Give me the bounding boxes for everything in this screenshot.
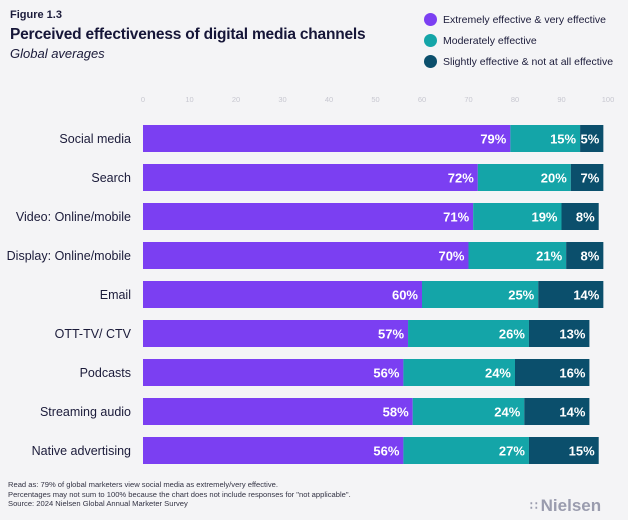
data-label: 24% (485, 366, 511, 381)
chart-subtitle: Global averages (10, 46, 105, 61)
bar-segment (412, 398, 525, 425)
nielsen-logo-text: Nielsen (540, 496, 602, 515)
category-label: Podcasts (80, 366, 131, 380)
x-tick-label: 20 (232, 95, 240, 104)
data-label: 8% (576, 210, 595, 225)
x-tick-label: 100 (602, 95, 615, 104)
x-tick-label: 0 (141, 95, 145, 104)
data-label: 13% (559, 327, 585, 342)
bar-segment (528, 320, 590, 347)
bar-segment (422, 281, 539, 308)
category-label: Email (100, 288, 131, 302)
data-label: 21% (536, 249, 562, 264)
data-label: 15% (550, 132, 576, 147)
legend-label-high: Extremely effective & very effective (443, 13, 607, 26)
data-label: 20% (541, 171, 567, 186)
category-label: Streaming audio (40, 405, 131, 419)
data-label: 15% (569, 444, 595, 459)
bar-segment (580, 125, 604, 152)
data-label: 71% (443, 210, 469, 225)
bar-segment (570, 164, 604, 191)
bar-segment (143, 242, 469, 269)
bar-segment (143, 125, 511, 152)
bar-segment (538, 281, 604, 308)
data-label: 14% (559, 405, 585, 420)
bar-segment (143, 359, 404, 386)
legend-swatch-high (424, 13, 437, 26)
footnote-read-as: Read as: 79% of global marketers view so… (8, 480, 278, 489)
x-tick-label: 90 (557, 95, 565, 104)
data-label: 8% (581, 249, 600, 264)
data-label: 24% (494, 405, 520, 420)
footnote-source: Source: 2024 Nielsen Global Annual Marke… (8, 499, 188, 508)
x-tick-label: 40 (325, 95, 333, 104)
data-label: 27% (499, 444, 525, 459)
nielsen-logo: ∷ Nielsen (530, 496, 601, 516)
legend-label-low: Slightly effective & not at all effectiv… (443, 55, 614, 68)
bar-segment (143, 281, 422, 308)
bar-segment (561, 203, 599, 230)
category-label: Search (91, 171, 131, 185)
bar-segment (143, 437, 404, 464)
legend-label-moderate: Moderately effective (443, 34, 537, 47)
bar-segment (403, 437, 529, 464)
x-tick-label: 50 (371, 95, 379, 104)
data-label: 60% (392, 288, 418, 303)
data-label: 58% (383, 405, 409, 420)
x-tick-label: 70 (464, 95, 472, 104)
data-label: 26% (499, 327, 525, 342)
data-label: 14% (573, 288, 599, 303)
footer-notes: Read as: 79% of global marketers view so… (8, 480, 351, 509)
footnote-percentages: Percentages may not sum to 100% because … (8, 489, 351, 499)
data-label: 57% (378, 327, 404, 342)
figure-label: Figure 1.3 (10, 9, 62, 21)
bar-segment (515, 359, 590, 386)
legend-swatch-low (424, 55, 437, 68)
bar-segment (143, 320, 409, 347)
x-tick-label: 30 (278, 95, 286, 104)
data-label: 5% (581, 132, 600, 147)
chart-title: Perceived effectiveness of digital media… (10, 26, 366, 43)
legend-item-moderate: Moderately effective (424, 30, 613, 51)
data-label: 19% (531, 210, 557, 225)
data-label: 79% (480, 132, 506, 147)
bar-segment (468, 242, 567, 269)
bar-segment (143, 398, 413, 425)
data-label: 72% (448, 171, 474, 186)
bar-segment (524, 398, 590, 425)
x-tick-label: 80 (511, 95, 519, 104)
bar-segment (510, 125, 581, 152)
category-label: Native advertising (32, 444, 131, 458)
data-label: 25% (508, 288, 534, 303)
legend-item-low: Slightly effective & not at all effectiv… (424, 51, 613, 72)
stacked-bar-chart: 0 10 20 30 40 50 60 70 80 90 100 Social media 79% 15%… (7, 95, 615, 464)
data-label: 56% (373, 366, 399, 381)
legend-swatch-moderate (424, 34, 437, 47)
x-tick-label: 60 (418, 95, 426, 104)
legend: Extremely effective & very effective Mod… (424, 9, 613, 72)
bar-segment (477, 164, 571, 191)
bar-segment (528, 437, 599, 464)
bar-segment (566, 242, 604, 269)
bar-segment (473, 203, 562, 230)
category-label: Video: Online/mobile (16, 210, 131, 224)
data-label: 56% (373, 444, 399, 459)
bar-segment (408, 320, 529, 347)
nielsen-logo-icon: ∷ (530, 499, 538, 513)
category-label: Social media (59, 132, 131, 146)
category-label: OTT-TV/ CTV (55, 327, 132, 341)
x-tick-label: 10 (185, 95, 193, 104)
data-label: 70% (438, 249, 464, 264)
legend-item-high: Extremely effective & very effective (424, 9, 613, 30)
bar-segment (403, 359, 515, 386)
bar-segment (143, 164, 478, 191)
data-label: 16% (559, 366, 585, 381)
data-label: 7% (581, 171, 600, 186)
category-label: Display: Online/mobile (7, 249, 131, 263)
bar-segment (143, 203, 474, 230)
